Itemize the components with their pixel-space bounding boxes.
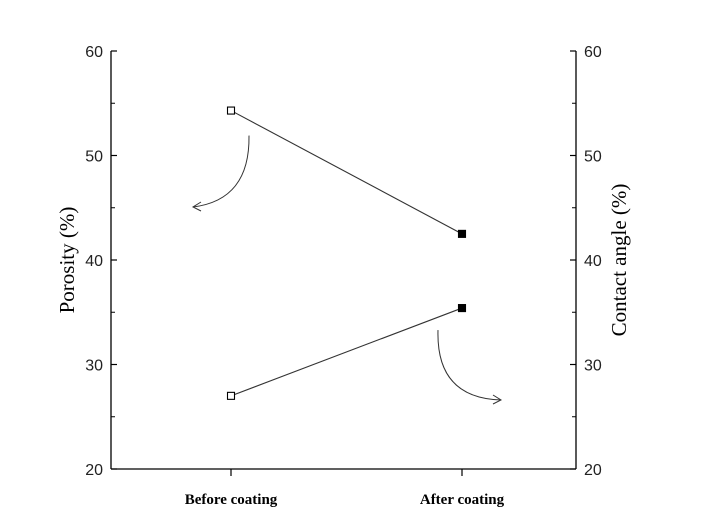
x-category-label: After coating: [420, 492, 505, 508]
open-square-marker: [226, 391, 236, 400]
axes: [110, 51, 577, 470]
right-tick-label: 30: [584, 358, 602, 375]
category-labels: Before coating After coating: [185, 492, 505, 508]
left-tick-label: 30: [85, 358, 103, 375]
tick-labels: 20 20 30 30 40 40 50 50 60 60: [85, 44, 602, 479]
series-0-line: [230, 110, 463, 235]
right-tick-label: 60: [584, 44, 602, 61]
left-tick-label: 60: [85, 44, 103, 61]
right-tick-label: 50: [584, 149, 602, 166]
open-square-marker: [226, 106, 236, 115]
x-category-label: Before coating: [185, 492, 278, 508]
left-tick-label: 40: [85, 253, 103, 270]
series-lines: [226, 106, 467, 400]
arrow-to-right-axis: [437, 330, 502, 401]
axis-titles: Porosity (%) Contact angle (%): [55, 184, 631, 337]
left-tick-label: 20: [85, 462, 103, 479]
series-1-line: [230, 307, 463, 397]
ticks: [111, 50, 576, 476]
arrow-head-right: [492, 394, 503, 405]
left-axis-title: Porosity (%): [55, 207, 79, 314]
left-tick-label: 50: [85, 149, 103, 166]
right-tick-label: 20: [584, 462, 602, 479]
right-tick-label: 40: [584, 253, 602, 270]
arrow-to-left-axis: [192, 135, 250, 208]
filled-square-marker: [457, 304, 467, 313]
filled-square-marker: [457, 229, 467, 238]
arrow-head-left: [191, 201, 202, 212]
annotation-arrows: [191, 135, 503, 405]
right-axis-title: Contact angle (%): [607, 184, 631, 337]
